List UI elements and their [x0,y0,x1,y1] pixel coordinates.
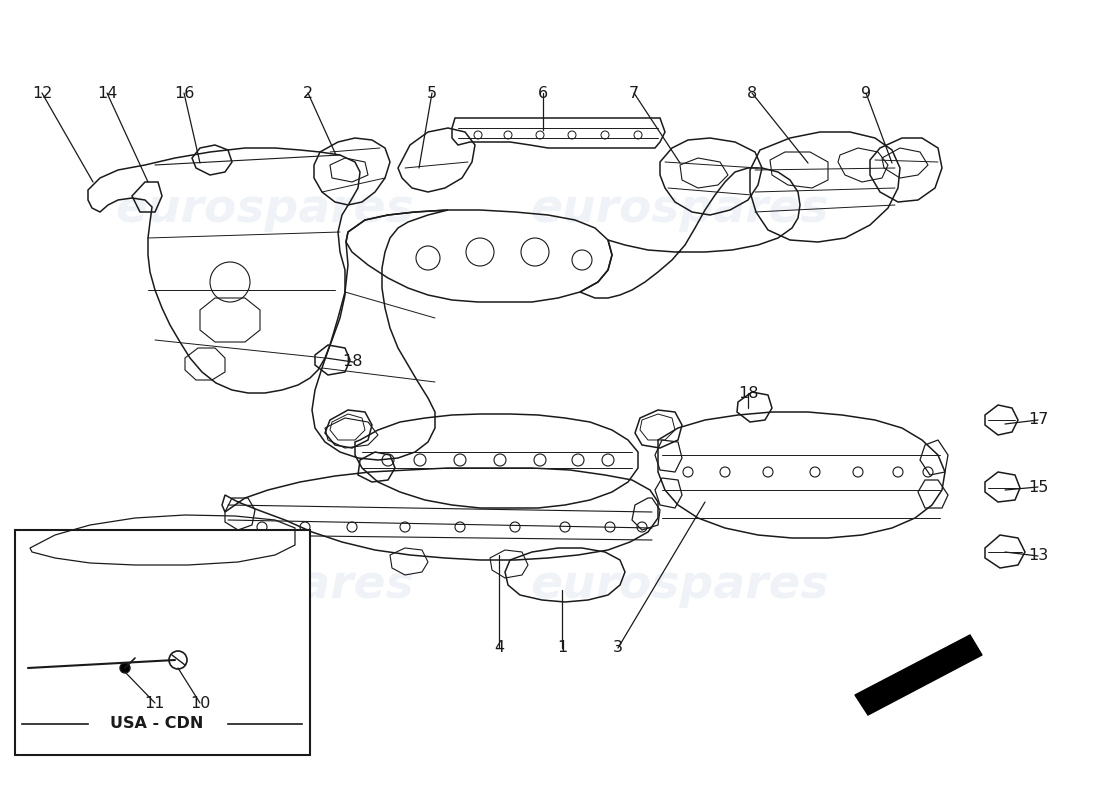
Text: 1: 1 [557,641,568,655]
Text: eurospares: eurospares [530,187,829,233]
Text: 15: 15 [1027,479,1048,494]
Text: 6: 6 [538,86,548,101]
Text: 10: 10 [190,695,210,710]
Text: 18: 18 [343,354,363,370]
Text: 9: 9 [861,86,871,101]
Text: 14: 14 [97,86,118,101]
Text: 2: 2 [302,86,313,101]
Text: 18: 18 [738,386,758,401]
Text: 5: 5 [427,86,437,101]
Text: 7: 7 [629,86,639,101]
Text: 12: 12 [32,86,52,101]
FancyBboxPatch shape [15,530,310,755]
Text: eurospares: eurospares [116,562,415,607]
Polygon shape [855,635,982,715]
Circle shape [120,663,130,673]
Text: 17: 17 [1027,413,1048,427]
Text: 4: 4 [494,641,504,655]
Text: 13: 13 [1027,549,1048,563]
Text: 8: 8 [747,86,757,101]
Text: eurospares: eurospares [530,562,829,607]
Text: 11: 11 [145,695,165,710]
Text: 3: 3 [613,641,623,655]
Text: USA - CDN: USA - CDN [110,717,204,731]
Text: eurospares: eurospares [116,187,415,233]
Text: 16: 16 [174,86,195,101]
